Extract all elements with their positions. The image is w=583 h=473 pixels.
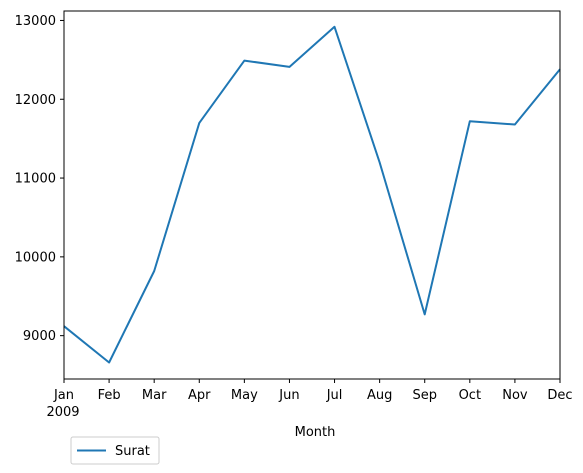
x-tick-label: Aug — [367, 388, 392, 403]
x-tick-label: Jan — [53, 388, 74, 403]
x-tick-label: Nov — [502, 388, 528, 403]
x-tick-label: Jun — [278, 388, 299, 403]
legend: Surat — [70, 436, 160, 465]
x-tick-label: May — [231, 388, 258, 403]
x-tick-label: Oct — [459, 388, 481, 403]
x-tick-label: Feb — [98, 388, 121, 403]
x-tick-label: Mar — [142, 388, 167, 403]
plot-area — [63, 10, 561, 380]
x-tick-label: Dec — [547, 388, 572, 403]
series-line-0 — [63, 25, 561, 364]
y-axis: 9000 10000 11000 12000 13000 — [15, 14, 64, 344]
x-tick-label: Sep — [412, 388, 437, 403]
x-tick-label: Apr — [188, 388, 211, 403]
legend-entry: Surat — [115, 444, 150, 459]
legend-box — [70, 436, 160, 465]
x-axis-label: Month — [295, 425, 336, 440]
y-tick-label: 13000 — [15, 14, 56, 29]
x-axis-year-label: 2009 — [46, 405, 79, 420]
x-tick-label: Jul — [326, 388, 343, 403]
x-axis: Jan Feb Mar Apr May Jun Jul Aug Sep Oct Nov Dec — [53, 379, 573, 403]
y-tick-label: 11000 — [15, 172, 56, 187]
y-tick-label: 10000 — [15, 250, 56, 265]
y-tick-label: 9000 — [23, 329, 56, 344]
y-tick-label: 12000 — [15, 93, 56, 108]
plot-frame — [63, 10, 561, 380]
